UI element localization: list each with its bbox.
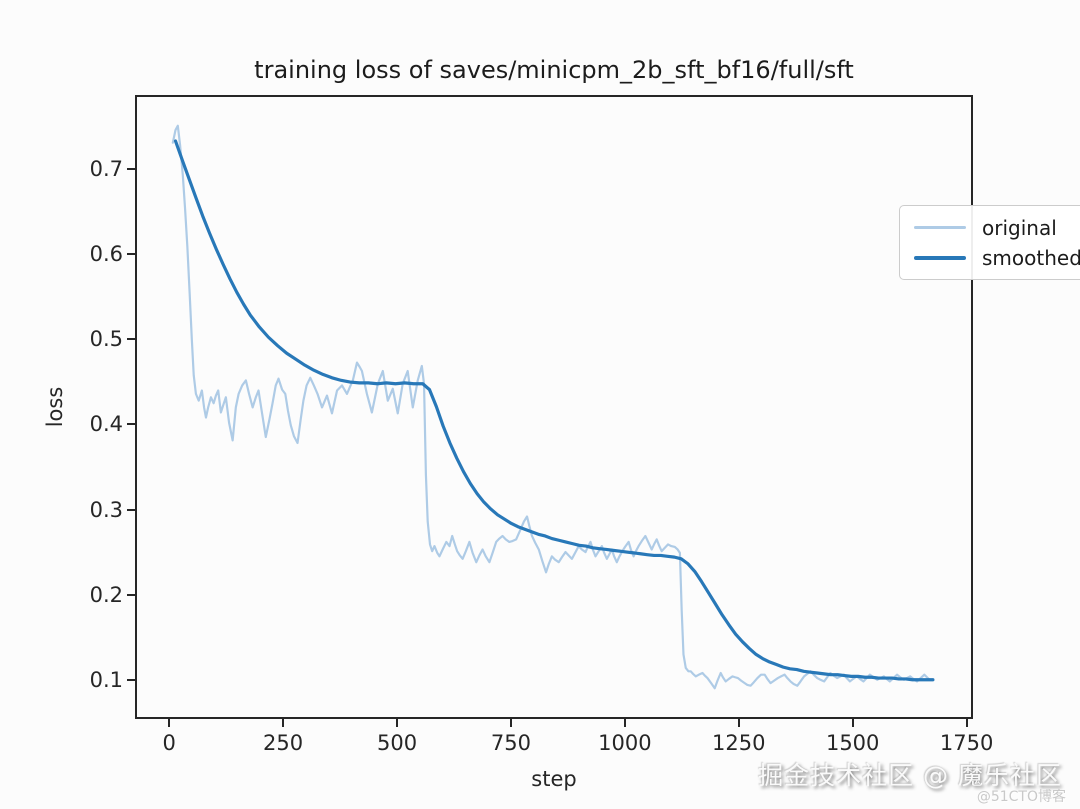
- y-tick-label: 0.7: [89, 157, 123, 182]
- original-line-sample-icon: [914, 226, 966, 229]
- x-tick-label: 500: [376, 731, 418, 755]
- watermark-text: 掘金技术社区 @ 魔乐社区: [758, 761, 1062, 790]
- y-tick-mark: [127, 423, 135, 426]
- x-tick-label: 1250: [712, 731, 766, 755]
- x-tick-label: 1500: [825, 731, 880, 755]
- plot-area: original smoothed: [135, 95, 1080, 719]
- y-tick-label: 0.5: [89, 327, 123, 352]
- x-tick-mark: [509, 719, 512, 727]
- y-tick-mark: [127, 338, 135, 341]
- loss-curves-canvas: [171, 124, 935, 690]
- y-tick-label: 0.3: [89, 497, 123, 522]
- chart-title: training loss of saves/minicpm_2b_sft_bf…: [254, 56, 854, 84]
- x-tick-label: 1750: [939, 731, 994, 755]
- y-tick-mark: [127, 678, 135, 681]
- y-tick-mark: [127, 508, 135, 511]
- y-tick-label: 0.2: [89, 582, 123, 607]
- y-tick-label: 0.6: [89, 242, 123, 267]
- x-tick-label: 250: [263, 731, 304, 755]
- y-tick-mark: [127, 168, 135, 171]
- legend-label-smoothed: smoothed: [982, 245, 1080, 270]
- smoothed-line-sample-icon: [914, 255, 966, 260]
- x-tick-label: 0: [162, 731, 176, 755]
- x-tick-mark: [965, 719, 968, 727]
- x-tick-mark: [623, 719, 626, 727]
- x-tick-mark: [282, 719, 285, 727]
- original-loss-line: [171, 124, 931, 690]
- legend-item-smoothed: smoothed: [914, 246, 1080, 270]
- y-tick-label: 0.1: [89, 667, 123, 692]
- watermark-subtext: @51CTO博客: [976, 789, 1066, 805]
- x-tick-label: 750: [490, 731, 531, 755]
- y-tick-label: 0.4: [89, 412, 123, 437]
- x-tick-mark: [168, 719, 171, 727]
- smoothed-loss-line: [173, 139, 935, 682]
- y-tick-mark: [127, 253, 135, 256]
- legend-item-original: original: [914, 216, 1080, 240]
- y-tick-mark: [127, 593, 135, 596]
- x-tick-mark: [396, 719, 399, 727]
- legend: original smoothed: [899, 205, 1080, 280]
- x-tick-mark: [737, 719, 740, 727]
- legend-label-original: original: [982, 215, 1057, 240]
- x-axis-label: step: [531, 767, 577, 791]
- y-axis-label: loss: [43, 386, 67, 428]
- x-tick-mark: [851, 719, 854, 727]
- x-tick-label: 1000: [598, 731, 652, 755]
